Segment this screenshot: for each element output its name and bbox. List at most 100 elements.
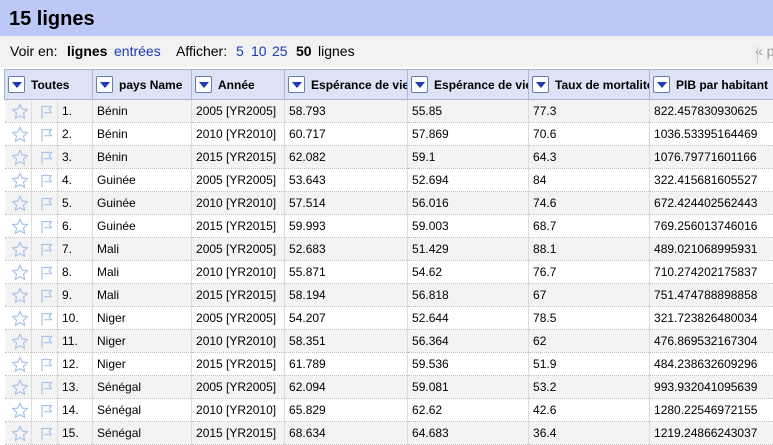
cell-annee: 2015 [YR2015] bbox=[192, 215, 285, 238]
flag-icon[interactable] bbox=[38, 287, 56, 301]
cell-annee: 2015 [YR2015] bbox=[192, 146, 285, 169]
flag-cell[interactable] bbox=[32, 284, 58, 307]
page-size-5-link[interactable]: 5 bbox=[236, 36, 244, 67]
flag-icon[interactable] bbox=[38, 218, 56, 232]
flag-cell[interactable] bbox=[32, 376, 58, 399]
star-cell[interactable] bbox=[5, 284, 32, 307]
flag-cell[interactable] bbox=[32, 215, 58, 238]
col-header-esperance-1[interactable]: Espérance de vie bbox=[285, 70, 408, 100]
flag-icon[interactable] bbox=[38, 126, 56, 140]
star-icon[interactable] bbox=[11, 356, 29, 370]
star-cell[interactable] bbox=[5, 169, 32, 192]
star-cell[interactable] bbox=[5, 422, 32, 445]
star-icon[interactable] bbox=[11, 333, 29, 347]
star-icon[interactable] bbox=[11, 149, 29, 163]
cell-pays: Guinée bbox=[93, 215, 192, 238]
star-cell[interactable] bbox=[5, 238, 32, 261]
col-header-all[interactable]: Toutes bbox=[5, 70, 93, 100]
star-cell[interactable] bbox=[5, 192, 32, 215]
show-label: Afficher: bbox=[176, 36, 227, 67]
star-cell[interactable] bbox=[5, 330, 32, 353]
flag-icon[interactable] bbox=[38, 310, 56, 324]
col-header-annee[interactable]: Année bbox=[192, 70, 285, 100]
star-cell[interactable] bbox=[5, 261, 32, 284]
star-icon[interactable] bbox=[11, 287, 29, 301]
star-icon[interactable] bbox=[11, 218, 29, 232]
cell-pib: 1280.22546972155 bbox=[650, 399, 773, 422]
star-cell[interactable] bbox=[5, 215, 32, 238]
dropdown-arrow-icon[interactable] bbox=[532, 76, 549, 93]
cell-esperance-2: 59.536 bbox=[408, 353, 529, 376]
dropdown-arrow-icon[interactable] bbox=[411, 76, 428, 93]
flag-icon[interactable] bbox=[38, 402, 56, 416]
flag-icon[interactable] bbox=[38, 264, 56, 278]
flag-cell[interactable] bbox=[32, 307, 58, 330]
flag-cell[interactable] bbox=[32, 169, 58, 192]
star-icon[interactable] bbox=[11, 379, 29, 393]
star-icon[interactable] bbox=[11, 310, 29, 324]
flag-icon[interactable] bbox=[38, 425, 56, 439]
dropdown-arrow-icon[interactable] bbox=[8, 76, 25, 93]
star-icon[interactable] bbox=[11, 241, 29, 255]
dropdown-arrow-icon[interactable] bbox=[195, 76, 212, 93]
col-header-esperance-2[interactable]: Espérance de vie bbox=[408, 70, 529, 100]
cell-esperance-2: 55.85 bbox=[408, 100, 529, 123]
star-cell[interactable] bbox=[5, 307, 32, 330]
star-cell[interactable] bbox=[5, 123, 32, 146]
flag-cell[interactable] bbox=[32, 330, 58, 353]
star-cell[interactable] bbox=[5, 100, 32, 123]
flag-cell[interactable] bbox=[32, 399, 58, 422]
flag-icon[interactable] bbox=[38, 356, 56, 370]
flag-cell[interactable] bbox=[32, 422, 58, 445]
star-icon[interactable] bbox=[11, 264, 29, 278]
row-number: 8. bbox=[58, 261, 93, 284]
flag-cell[interactable] bbox=[32, 100, 58, 123]
col-header-mortalite[interactable]: Taux de mortalité bbox=[529, 70, 650, 100]
star-icon[interactable] bbox=[11, 103, 29, 117]
star-icon[interactable] bbox=[11, 425, 29, 439]
dropdown-arrow-icon[interactable] bbox=[288, 76, 305, 93]
flag-icon[interactable] bbox=[38, 103, 56, 117]
view-rows-option[interactable]: lignes bbox=[67, 36, 107, 67]
cell-esperance-2: 59.003 bbox=[408, 215, 529, 238]
star-icon[interactable] bbox=[11, 126, 29, 140]
page-size-25-link[interactable]: 25 bbox=[272, 36, 288, 67]
cell-esperance-2: 52.644 bbox=[408, 307, 529, 330]
cell-esperance-1: 65.829 bbox=[285, 399, 408, 422]
flag-cell[interactable] bbox=[32, 238, 58, 261]
flag-cell[interactable] bbox=[32, 261, 58, 284]
flag-cell[interactable] bbox=[32, 192, 58, 215]
dropdown-arrow-icon[interactable] bbox=[96, 76, 113, 93]
cell-pib: 484.238632609296 bbox=[650, 353, 773, 376]
flag-icon[interactable] bbox=[38, 149, 56, 163]
flag-cell[interactable] bbox=[32, 123, 58, 146]
star-icon[interactable] bbox=[11, 402, 29, 416]
star-cell[interactable] bbox=[5, 399, 32, 422]
flag-icon[interactable] bbox=[38, 379, 56, 393]
flag-cell[interactable] bbox=[32, 146, 58, 169]
view-records-link[interactable]: entrées bbox=[114, 36, 161, 67]
star-cell[interactable] bbox=[5, 376, 32, 399]
flag-icon[interactable] bbox=[38, 195, 56, 209]
flag-icon[interactable] bbox=[38, 241, 56, 255]
cell-mortalite: 36.4 bbox=[529, 422, 650, 445]
cell-esperance-2: 57.869 bbox=[408, 123, 529, 146]
star-icon[interactable] bbox=[11, 195, 29, 209]
col-header-pib[interactable]: PIB par habitant bbox=[650, 70, 773, 100]
cell-mortalite: 77.3 bbox=[529, 100, 650, 123]
dropdown-arrow-icon[interactable] bbox=[653, 76, 670, 93]
star-cell[interactable] bbox=[5, 353, 32, 376]
flag-cell[interactable] bbox=[32, 353, 58, 376]
col-header-pays[interactable]: pays Name bbox=[93, 70, 192, 100]
flag-icon[interactable] bbox=[38, 333, 56, 347]
page-title: 15 lignes bbox=[9, 0, 773, 38]
star-icon[interactable] bbox=[11, 172, 29, 186]
page-size-10-link[interactable]: 10 bbox=[251, 36, 267, 67]
cell-esperance-2: 56.016 bbox=[408, 192, 529, 215]
flag-icon[interactable] bbox=[38, 172, 56, 186]
star-cell[interactable] bbox=[5, 146, 32, 169]
